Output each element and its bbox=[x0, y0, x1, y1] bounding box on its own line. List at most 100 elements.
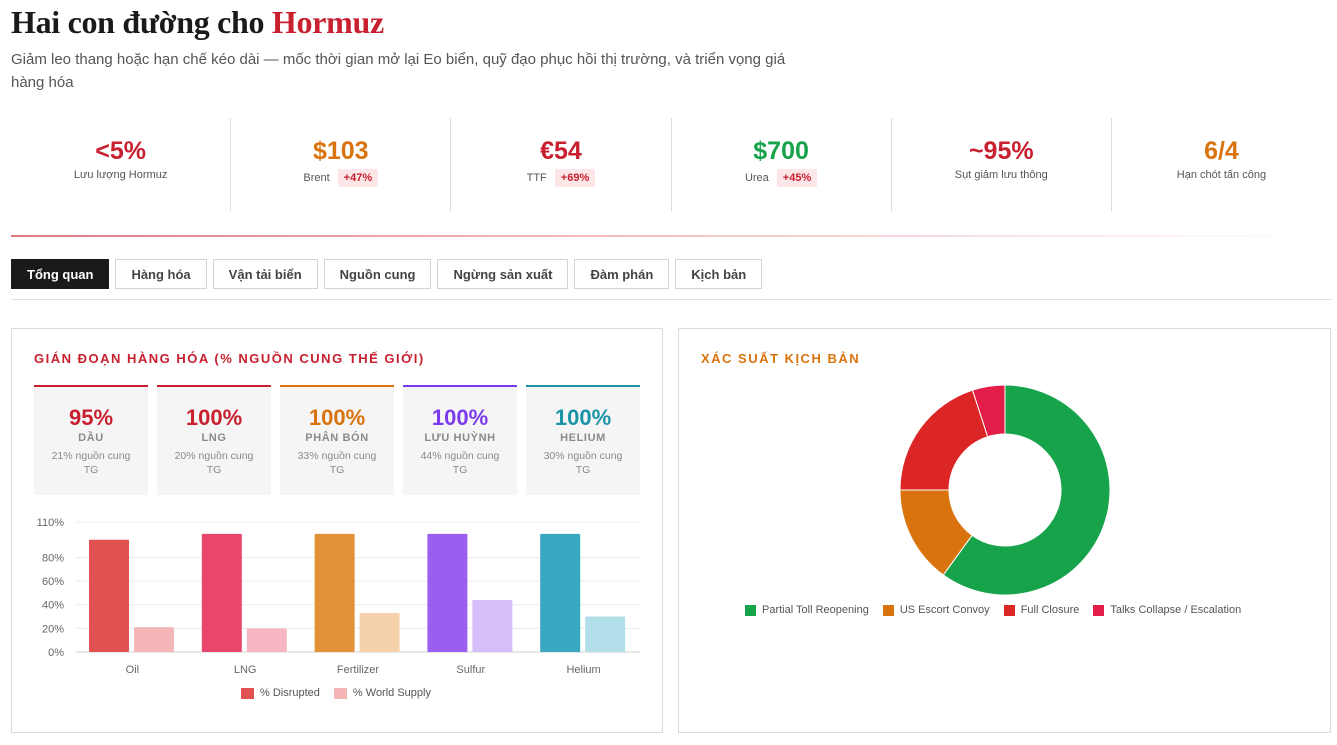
commodity-card: 100% PHÂN BÓN 33% nguồn cung TG bbox=[280, 385, 394, 495]
kpi-card: $103 Brent +47% bbox=[231, 118, 452, 211]
y-tick-label: 60% bbox=[42, 576, 64, 588]
legend-item[interactable]: Full Closure bbox=[1003, 604, 1080, 616]
commodity-card-name: PHÂN BÓN bbox=[305, 432, 369, 444]
kpi-label: Sụt giảm lưu thông bbox=[954, 169, 1048, 181]
kpi-value: 6/4 bbox=[1204, 137, 1239, 165]
commodity-card: 100% LƯU HUỲNH 44% nguồn cung TG bbox=[403, 385, 517, 495]
kpi-card: 6/4 Hạn chót tấn công bbox=[1112, 118, 1331, 211]
bar-world-supply bbox=[359, 613, 400, 652]
commodity-card-note: 33% nguồn cung TG bbox=[297, 450, 377, 476]
bar-chart-legend: % Disrupted % World Supply bbox=[241, 687, 431, 699]
tab-4[interactable]: Ngừng sản xuất bbox=[437, 259, 569, 289]
kpi-card: $700 Urea +45% bbox=[672, 118, 892, 211]
commodity-disruption-panel: GIÁN ĐOẠN HÀNG HÓA (% NGUỒN CUNG THẾ GIỚ… bbox=[11, 328, 663, 733]
page-title-main: Hai con đường cho bbox=[11, 4, 272, 40]
commodity-card: 100% LNG 20% nguồn cung TG bbox=[157, 385, 271, 495]
kpi-card: ~95% Sụt giảm lưu thông bbox=[892, 118, 1112, 211]
tab-5[interactable]: Đàm phán bbox=[574, 259, 670, 289]
page-subtitle: Giảm leo thang hoặc hạn chế kéo dài — mố… bbox=[11, 51, 786, 91]
tab-3[interactable]: Nguồn cung bbox=[323, 259, 432, 289]
y-tick-label: 80% bbox=[42, 552, 64, 564]
bar-disrupted bbox=[540, 533, 581, 652]
scenario-probability-title: XÁC SUẤT KỊCH BẢN bbox=[701, 351, 861, 366]
legend-item[interactable]: Partial Toll Reopening bbox=[745, 604, 869, 616]
commodity-card: 100% HELIUM 30% nguồn cung TG bbox=[526, 385, 640, 495]
x-tick-label: Sulfur bbox=[456, 664, 485, 676]
commodity-card-value: 95% bbox=[68, 405, 114, 430]
tab-2[interactable]: Vận tải biển bbox=[212, 259, 318, 289]
scenario-donut-chart bbox=[899, 384, 1111, 596]
bar-disrupted bbox=[89, 539, 129, 652]
y-tick-label: 20% bbox=[42, 623, 64, 635]
donut-slice[interactable] bbox=[942, 384, 1111, 596]
x-tick-label: Helium bbox=[566, 664, 600, 676]
commodity-card-note: 30% nguồn cung TG bbox=[543, 450, 623, 476]
legend-swatch bbox=[241, 687, 254, 699]
tab-0[interactable]: Tổng quan bbox=[11, 259, 110, 289]
kpi-value: $103 bbox=[312, 137, 369, 165]
bar-world-supply bbox=[585, 616, 626, 652]
legend-label: % Disrupted bbox=[260, 687, 320, 699]
legend-swatch bbox=[745, 604, 756, 616]
legend-label: Full Closure bbox=[1020, 604, 1080, 616]
legend-label: Partial Toll Reopening bbox=[762, 604, 869, 616]
commodity-disruption-title: GIÁN ĐOẠN HÀNG HÓA (% NGUỒN CUNG THẾ GIỚ… bbox=[34, 351, 425, 366]
bar-disrupted bbox=[314, 533, 355, 652]
kpi-label: Hạn chót tấn công bbox=[1176, 169, 1267, 181]
commodity-card-value: 100% bbox=[431, 405, 489, 430]
x-tick-label: LNG bbox=[234, 664, 257, 676]
kpi-card: €54 TTF +69% bbox=[451, 118, 672, 211]
legend-swatch bbox=[333, 687, 347, 699]
y-tick-label: 0% bbox=[48, 647, 64, 659]
y-tick-label: 110% bbox=[37, 517, 65, 529]
tab-bar: Tổng quan Hàng hóa Vận tải biển Nguồn cung N… bbox=[11, 259, 763, 289]
kpi-row: <5% Lưu lượng Hormuz $103 Brent +47% €54 TTF +6… bbox=[11, 118, 1331, 211]
legend-item[interactable]: % Disrupted bbox=[241, 687, 320, 699]
legend-swatch bbox=[1003, 604, 1015, 616]
bar-world-supply bbox=[472, 600, 513, 652]
page-title-accent: Hormuz bbox=[271, 4, 384, 40]
tab-1[interactable]: Hàng hóa bbox=[115, 259, 207, 289]
commodity-card-value: 100% bbox=[185, 405, 243, 430]
legend-label: US Escort Convoy bbox=[899, 604, 990, 616]
kpi-sub: Urea +45% bbox=[744, 169, 818, 187]
kpi-sub: TTF +69% bbox=[527, 169, 596, 187]
kpi-sub: Hạn chót tấn công bbox=[1177, 169, 1266, 181]
legend-label: % World Supply bbox=[352, 687, 431, 699]
y-tick-label: 40% bbox=[42, 600, 64, 612]
kpi-label: Brent bbox=[303, 172, 330, 184]
kpi-change-badge: +69% bbox=[554, 169, 596, 187]
commodity-cards: 95% DẦU 21% nguồn cung TG 100% LNG 20% nguồn … bbox=[34, 385, 640, 495]
bar-disrupted bbox=[201, 533, 242, 652]
kpi-sub: Brent +47% bbox=[303, 169, 379, 187]
legend-item[interactable]: US Escort Convoy bbox=[882, 604, 990, 616]
kpi-sub: Sụt giảm lưu thông bbox=[955, 169, 1048, 181]
commodity-card-value: 100% bbox=[554, 405, 612, 430]
commodity-card-name: LNG bbox=[201, 432, 227, 444]
kpi-label: Lưu lượng Hormuz bbox=[73, 169, 168, 181]
kpi-change-badge: +47% bbox=[337, 169, 379, 187]
legend-swatch bbox=[882, 604, 894, 616]
commodity-card-note: 20% nguồn cung TG bbox=[174, 450, 254, 476]
bar-world-supply bbox=[246, 628, 287, 652]
kpi-label: TTF bbox=[526, 172, 547, 184]
kpi-label: Urea bbox=[744, 172, 769, 184]
tab-6[interactable]: Kịch bản bbox=[675, 259, 763, 289]
kpi-value: <5% bbox=[95, 137, 146, 165]
legend-swatch bbox=[1093, 604, 1105, 616]
donut-chart-legend: Partial Toll Reopening US Escort Convoy Fu… bbox=[745, 604, 1241, 616]
commodity-card-name: DẦU bbox=[78, 432, 104, 444]
kpi-value: €54 bbox=[540, 137, 582, 165]
kpi-change-badge: +45% bbox=[776, 169, 818, 187]
kpi-value: $700 bbox=[753, 137, 809, 165]
scenario-probability-panel: XÁC SUẤT KỊCH BẢN Partial Toll Reopening… bbox=[678, 328, 1331, 733]
bar-world-supply bbox=[134, 627, 174, 652]
commodity-card-note: 44% nguồn cung TG bbox=[420, 450, 500, 476]
commodity-bar-chart: 0% 20% 40% 60% 80% 110% Oil LNG Fertilizer Sulfur… bbox=[37, 517, 640, 676]
legend-item[interactable]: Talks Collapse / Escalation bbox=[1093, 604, 1241, 616]
bar-disrupted bbox=[427, 533, 468, 652]
x-tick-label: Oil bbox=[126, 664, 139, 676]
donut-slice[interactable] bbox=[899, 389, 989, 491]
legend-item[interactable]: % World Supply bbox=[333, 687, 431, 699]
donut-slice[interactable] bbox=[971, 384, 1006, 438]
